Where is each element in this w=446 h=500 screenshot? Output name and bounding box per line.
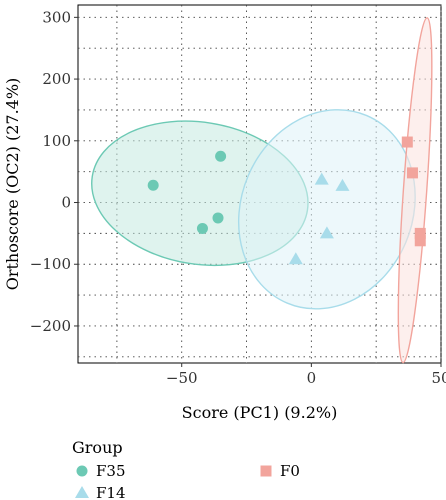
point-f35 — [147, 179, 159, 191]
y-tick-label: 0 — [61, 194, 71, 212]
x-tick-label: 0 — [307, 369, 317, 387]
legend-label-f14: F14 — [96, 484, 126, 500]
point-f0 — [401, 136, 413, 148]
point-f14 — [335, 178, 350, 191]
legend-title: Group — [72, 438, 123, 457]
point-f35 — [215, 150, 227, 162]
x-axis-title: Score (PC1) (9.2%) — [182, 403, 338, 422]
point-f14 — [319, 226, 334, 239]
y-tick-label: 300 — [42, 8, 71, 26]
point-f35 — [196, 222, 208, 234]
y-axis-title: Orthoscore (OC2) (27.4%) — [3, 78, 22, 291]
data-points — [147, 136, 426, 265]
y-tick-label: 200 — [42, 70, 71, 88]
point-f0 — [414, 227, 426, 239]
y-tick-label: −100 — [30, 255, 71, 273]
x-tick-label: 50 — [431, 369, 446, 387]
legend-key-f0 — [260, 465, 272, 477]
y-tick-label: −200 — [30, 317, 71, 335]
point-f0 — [406, 167, 418, 179]
legend-label-f0: F0 — [280, 462, 300, 480]
point-f0 — [414, 235, 426, 247]
ellipse-f0 — [397, 17, 433, 364]
legend-label-f35: F35 — [96, 462, 126, 480]
point-f14 — [314, 172, 329, 185]
point-f35 — [212, 212, 224, 224]
legend-key-f14 — [75, 486, 89, 498]
point-f14 — [288, 252, 303, 265]
confidence-ellipses — [91, 17, 433, 364]
axis-ticks: −50 0 50 300 200 100 0 −100 −200 — [30, 8, 446, 387]
legend: F35 F14 F0 — [75, 462, 300, 500]
y-tick-label: 100 — [42, 132, 71, 150]
x-tick-label: −50 — [166, 369, 198, 387]
legend-key-f35 — [76, 465, 88, 477]
